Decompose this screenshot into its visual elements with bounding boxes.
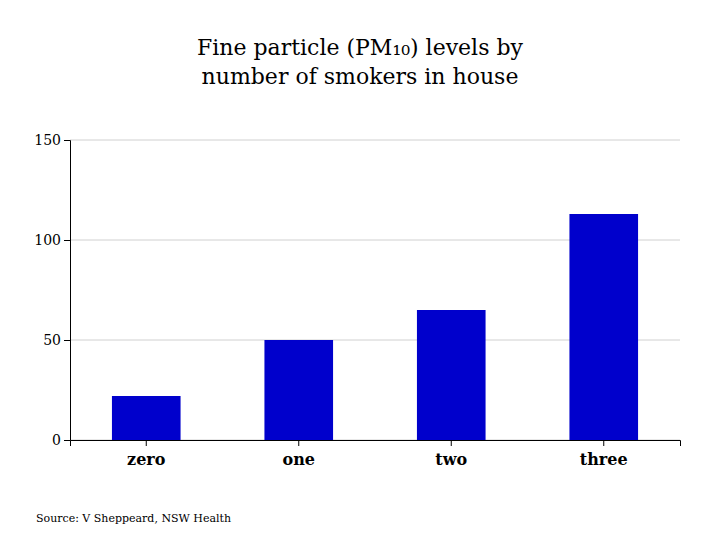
- grid-line: [70, 140, 680, 141]
- bar: [264, 340, 333, 440]
- x-tick-mark: [451, 440, 452, 446]
- x-tick: two: [435, 440, 467, 469]
- source: Source: V Sheppeard, NSW Health: [36, 512, 231, 525]
- title-line: Fine particle (PM₁₀) levels by: [197, 35, 523, 60]
- plot-area: 0 50 100 150 zero one two three: [34, 132, 680, 469]
- x-axis: zero one two three: [71, 440, 681, 469]
- y-axis: 0 50 100 150: [34, 132, 70, 448]
- y-tick: 100: [34, 232, 70, 248]
- y-tick-mark: [64, 140, 70, 141]
- y-tick: 150: [34, 132, 70, 148]
- x-tick-mark: [146, 440, 147, 446]
- bar: [417, 310, 486, 440]
- y-tick: 0: [52, 432, 70, 448]
- x-tick: one: [283, 440, 315, 469]
- x-tick-label: two: [435, 450, 467, 469]
- y-tick-label: 100: [34, 232, 61, 248]
- title: Fine particle (PM₁₀) levels by number of …: [197, 35, 523, 89]
- y-tick-mark: [64, 440, 70, 441]
- x-tick-label: zero: [127, 450, 166, 469]
- x-tick: three: [580, 440, 628, 469]
- y-axis-line: [64, 141, 71, 441]
- bar: [569, 214, 638, 440]
- x-tick-label: one: [283, 450, 315, 469]
- bar: [112, 396, 181, 440]
- y-tick-label: 50: [43, 332, 61, 348]
- y-tick: 50: [43, 332, 70, 348]
- y-tick-label: 150: [34, 132, 61, 148]
- y-tick-mark: [64, 240, 70, 241]
- title-line: number of smokers in house: [202, 64, 519, 89]
- bars: [112, 214, 638, 440]
- grid: [70, 140, 680, 440]
- y-tick-mark: [64, 340, 70, 341]
- x-tick-mark: [298, 440, 299, 446]
- y-tick-label: 0: [52, 432, 61, 448]
- x-tick-label: three: [580, 450, 628, 469]
- x-axis-line: [71, 441, 681, 447]
- chart-container: 0 50 100 150 zero one two three Fine particle (P…: [0, 0, 720, 540]
- chart-svg: 0 50 100 150 zero one two three Fine particle (P…: [0, 0, 720, 540]
- x-tick-mark: [603, 440, 604, 446]
- x-tick: zero: [127, 440, 166, 469]
